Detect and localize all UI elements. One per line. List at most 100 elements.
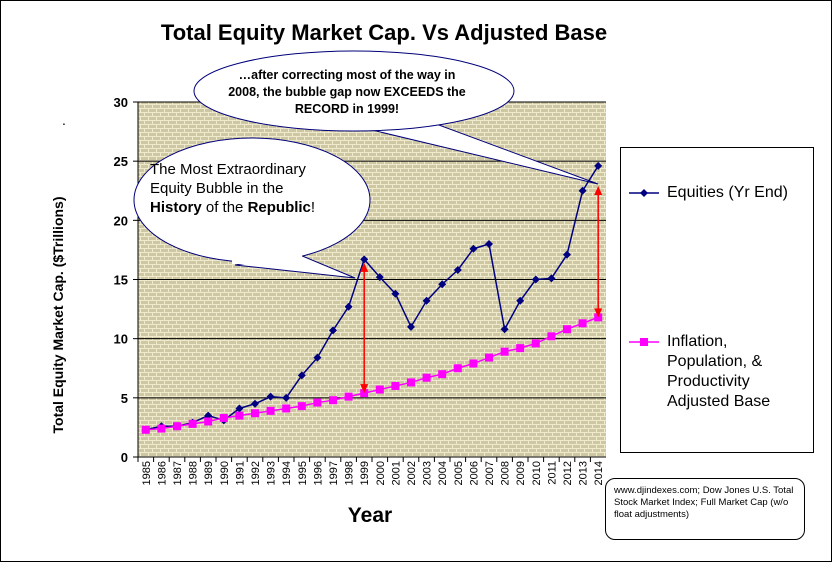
data-point-diamond: [282, 393, 291, 402]
data-point-square: [297, 402, 306, 411]
data-point-diamond: [469, 244, 478, 253]
callout-left-pre: The Most Extraordinary Equity Bubble in …: [150, 161, 306, 197]
x-tick-label: 1995: [297, 461, 309, 485]
data-point-square: [469, 359, 478, 368]
data-point-diamond: [266, 392, 275, 401]
callout-left-tail-cover: [232, 255, 302, 264]
data-point-diamond: [407, 322, 415, 331]
source-note: www.djindexes.com; Dow Jones U.S. Total …: [605, 478, 805, 540]
y-tick-label: 20: [114, 213, 128, 228]
chart-title: Total Equity Market Cap. Vs Adjusted Bas…: [160, 20, 608, 45]
data-point-diamond: [563, 250, 571, 259]
data-point-diamond: [235, 404, 244, 413]
x-tick-label: 2003: [422, 461, 434, 485]
legend-swatch-equities: [629, 189, 659, 197]
x-tick-label: 1999: [359, 461, 371, 485]
legend: Equities (Yr End) Inflation, Population,…: [620, 147, 814, 453]
data-point-diamond: [531, 275, 540, 284]
x-tick-label: 1987: [172, 461, 184, 485]
data-point-diamond: [500, 325, 509, 334]
y-tick-label: 25: [114, 154, 128, 169]
callout-top-text: …after correcting most of the way in 200…: [228, 68, 466, 116]
x-tick-label: 1989: [203, 461, 215, 485]
data-point-square: [422, 373, 431, 382]
gap-arrow-head-down: [360, 384, 369, 394]
data-point-diamond: [375, 273, 384, 282]
data-point-square: [485, 353, 493, 362]
data-point-square: [266, 406, 275, 415]
data-point-diamond: [438, 280, 447, 289]
x-tick-label: 1992: [250, 461, 262, 485]
y-tick-label: 0: [121, 450, 128, 465]
data-point-square: [204, 417, 213, 426]
y-axis-label: Total Equity Market Cap. ($Trillions): [50, 196, 66, 434]
data-point-diamond: [344, 302, 353, 311]
data-point-square: [438, 370, 447, 379]
data-point-square: [547, 332, 556, 341]
data-point-square: [329, 396, 337, 405]
x-tick-label: 2006: [468, 461, 480, 485]
gap-arrow-head-up: [360, 262, 369, 272]
callout-top-bubble: [193, 50, 515, 132]
x-tick-label: 1991: [234, 461, 246, 485]
y-tick-label: 10: [114, 332, 128, 347]
legend-label-base: Inflation, Population, & Productivity Ad…: [667, 333, 771, 410]
x-tick-label: 1993: [266, 461, 278, 485]
data-point-diamond: [516, 296, 525, 305]
gap-arrow-head-up: [594, 186, 603, 196]
data-point-square: [251, 409, 259, 418]
x-tick-label: 2009: [515, 461, 527, 485]
data-point-square: [407, 378, 415, 387]
x-tick-label: 2014: [593, 461, 605, 485]
y-tick-label: 15: [114, 273, 128, 288]
data-point-square: [500, 347, 509, 356]
x-tick-label: 1986: [156, 461, 168, 485]
data-point-square: [219, 413, 228, 422]
data-point-square: [453, 364, 462, 373]
x-tick-label: 2008: [500, 461, 512, 485]
x-tick-label: 2000: [375, 461, 387, 485]
y-tick-label: 5: [121, 391, 128, 406]
data-point-square: [141, 425, 150, 434]
x-tick-label: 2007: [484, 461, 496, 485]
callout-left-bold2: Republic: [247, 199, 311, 216]
data-point-square: [344, 392, 353, 401]
gap-arrow-head-down: [594, 308, 603, 318]
data-point-diamond: [453, 266, 462, 275]
x-tick-label: 1996: [312, 461, 324, 485]
x-tick-label: 1998: [344, 461, 356, 485]
x-tick-label: 1988: [188, 461, 200, 485]
callout-left-post: !: [310, 199, 316, 216]
data-point-square: [516, 344, 525, 353]
data-point-square: [235, 411, 244, 420]
data-point-square: [173, 422, 181, 431]
x-tick-label: 2012: [562, 461, 574, 485]
callout-left-bold1: History: [150, 199, 202, 216]
x-tick-label: 1990: [219, 461, 231, 485]
x-tick-label: 2004: [437, 461, 449, 485]
callout-top-tail-cover: [330, 114, 420, 122]
callout-left-text: The Most Extraordinary Equity Bubble in …: [150, 160, 330, 217]
data-point-diamond: [485, 240, 493, 248]
data-point-diamond: [313, 353, 322, 362]
x-tick-label: 2001: [390, 461, 402, 485]
data-point-diamond: [594, 161, 603, 170]
x-tick-label: 2010: [531, 461, 543, 485]
x-tick-label: 2011: [546, 461, 558, 485]
legend-swatch-base: [629, 338, 659, 346]
data-point-diamond: [578, 186, 587, 195]
data-point-square: [313, 398, 322, 407]
ylabel-mark: .: [62, 112, 66, 128]
data-point-diamond: [547, 274, 556, 283]
data-point-square: [282, 404, 291, 413]
x-tick-label: 1997: [328, 461, 340, 485]
data-point-square: [531, 339, 540, 348]
legend-label-equities: Equities (Yr End): [667, 184, 788, 201]
data-point-square: [375, 385, 384, 394]
x-tick-label: 1994: [281, 461, 293, 485]
data-point-square: [578, 319, 587, 328]
data-point-square: [563, 325, 571, 334]
data-point-square: [391, 382, 400, 390]
data-point-diamond: [422, 296, 431, 305]
